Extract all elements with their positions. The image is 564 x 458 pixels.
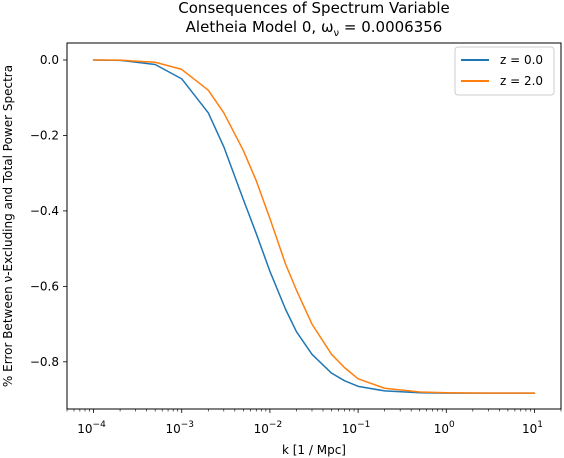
y-tick-label-0: 0.0 bbox=[40, 53, 59, 67]
x-tick-label-3: 10−1 bbox=[342, 420, 371, 436]
y-tick-label-2: −0.4 bbox=[30, 204, 59, 218]
x-axis-ticks: 10−4 10−3 10−2 10−1 100 101 bbox=[66, 409, 562, 436]
y-axis-ticks: 0.0 −0.2 −0.4 −0.6 −0.8 bbox=[30, 53, 67, 369]
legend-label-z2: z = 2.0 bbox=[500, 74, 543, 88]
x-tick-label-2: 10−2 bbox=[254, 420, 283, 436]
plot-area: 10−4 10−3 10−2 10−1 100 101 0.0 −0.2 −0.4 −0.6 −0… bbox=[30, 42, 562, 436]
series-line-0 bbox=[92, 59, 536, 394]
series-line-1 bbox=[92, 59, 536, 394]
y-axis-label: % Error Between ν-Excluding and Total Po… bbox=[1, 65, 15, 387]
y-tick-label-3: −0.6 bbox=[30, 279, 59, 293]
x-tick-label-1: 10−3 bbox=[165, 420, 194, 436]
x-axis-label: k [1 / Mpc] bbox=[282, 443, 346, 457]
chart-title-line2: Aletheia Model 0, ων = 0.0006356 bbox=[186, 18, 443, 39]
axes-frame bbox=[66, 42, 562, 410]
title-suffix: = 0.0006356 bbox=[339, 18, 442, 36]
chart-title-line1: Consequences of Spectrum Variable bbox=[178, 0, 449, 17]
series-layer bbox=[92, 59, 536, 394]
legend-label-z0: z = 0.0 bbox=[500, 53, 543, 67]
title-subscript: ν bbox=[334, 28, 340, 39]
y-tick-label-1: −0.2 bbox=[30, 128, 59, 142]
legend: z = 0.0 z = 2.0 bbox=[454, 46, 555, 96]
y-tick-label-4: −0.8 bbox=[30, 355, 59, 369]
x-tick-label-0: 10−4 bbox=[77, 420, 106, 436]
x-tick-label-4: 100 bbox=[434, 420, 455, 436]
x-tick-label-5: 101 bbox=[522, 420, 543, 436]
